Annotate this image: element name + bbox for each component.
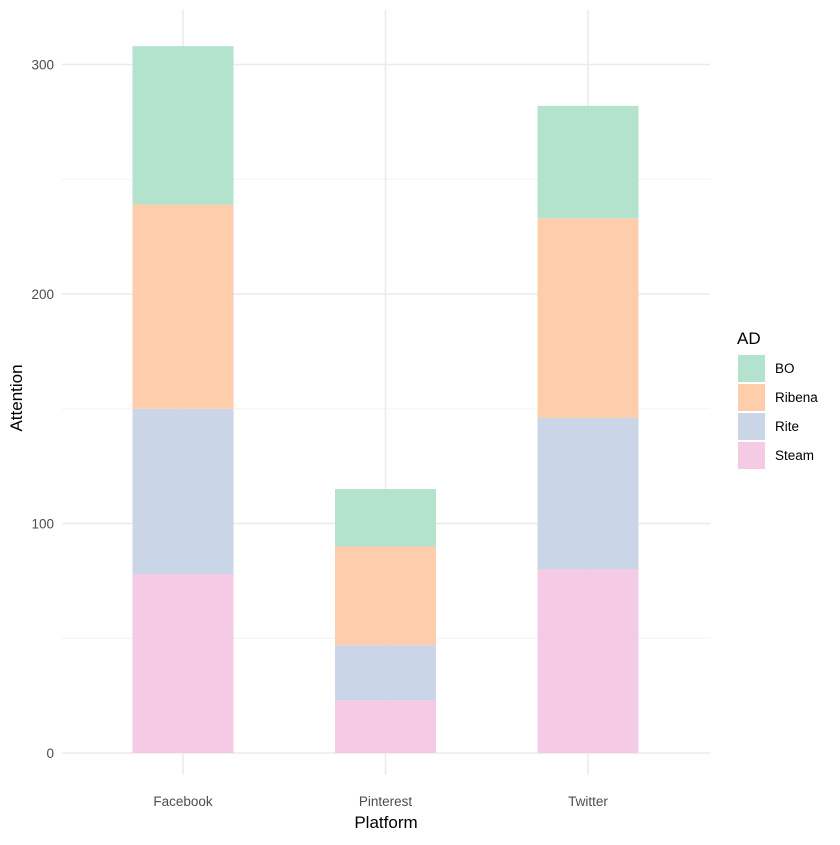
bar-ribena-facebook (132, 204, 234, 409)
y-axis-label: Attention (7, 364, 26, 431)
bar-steam-facebook (132, 573, 234, 753)
legend-key-rite (738, 413, 765, 440)
x-tick-label: Twitter (568, 794, 608, 809)
legend-title: AD (737, 329, 761, 348)
legend-key-steam (738, 442, 765, 469)
bar-rite-pinterest (335, 645, 436, 701)
bar-rite-facebook (132, 408, 234, 574)
legend-label: BO (775, 361, 795, 376)
x-tick-label: Pinterest (359, 794, 413, 809)
bar-rite-twitter (537, 417, 639, 570)
bar-ribena-pinterest (335, 546, 436, 646)
bar-bo-twitter (537, 105, 639, 219)
legend-key-ribena (738, 384, 765, 411)
legend-label: Ribena (775, 390, 818, 405)
y-tick-label: 100 (31, 517, 54, 532)
bar-bo-facebook (132, 46, 234, 205)
bar-steam-pinterest (335, 700, 436, 753)
bar-ribena-twitter (537, 218, 639, 418)
y-tick-label: 200 (31, 287, 54, 302)
bar-steam-twitter (537, 569, 639, 753)
y-tick-label: 0 (46, 746, 54, 761)
y-tick-label: 300 (31, 58, 54, 73)
x-tick-label: Facebook (153, 794, 213, 809)
y-axis-ticks: 0 100 200 300 (31, 58, 54, 762)
bars (132, 46, 639, 753)
legend-label: Steam (775, 448, 814, 463)
legend-key-bo (738, 355, 765, 382)
x-axis-ticks: Facebook Pinterest Twitter (153, 794, 608, 809)
x-axis-label: Platform (354, 813, 417, 832)
legend: AD BO Ribena Rite Steam (737, 329, 818, 469)
bar-bo-pinterest (335, 489, 436, 547)
legend-label: Rite (775, 419, 799, 434)
